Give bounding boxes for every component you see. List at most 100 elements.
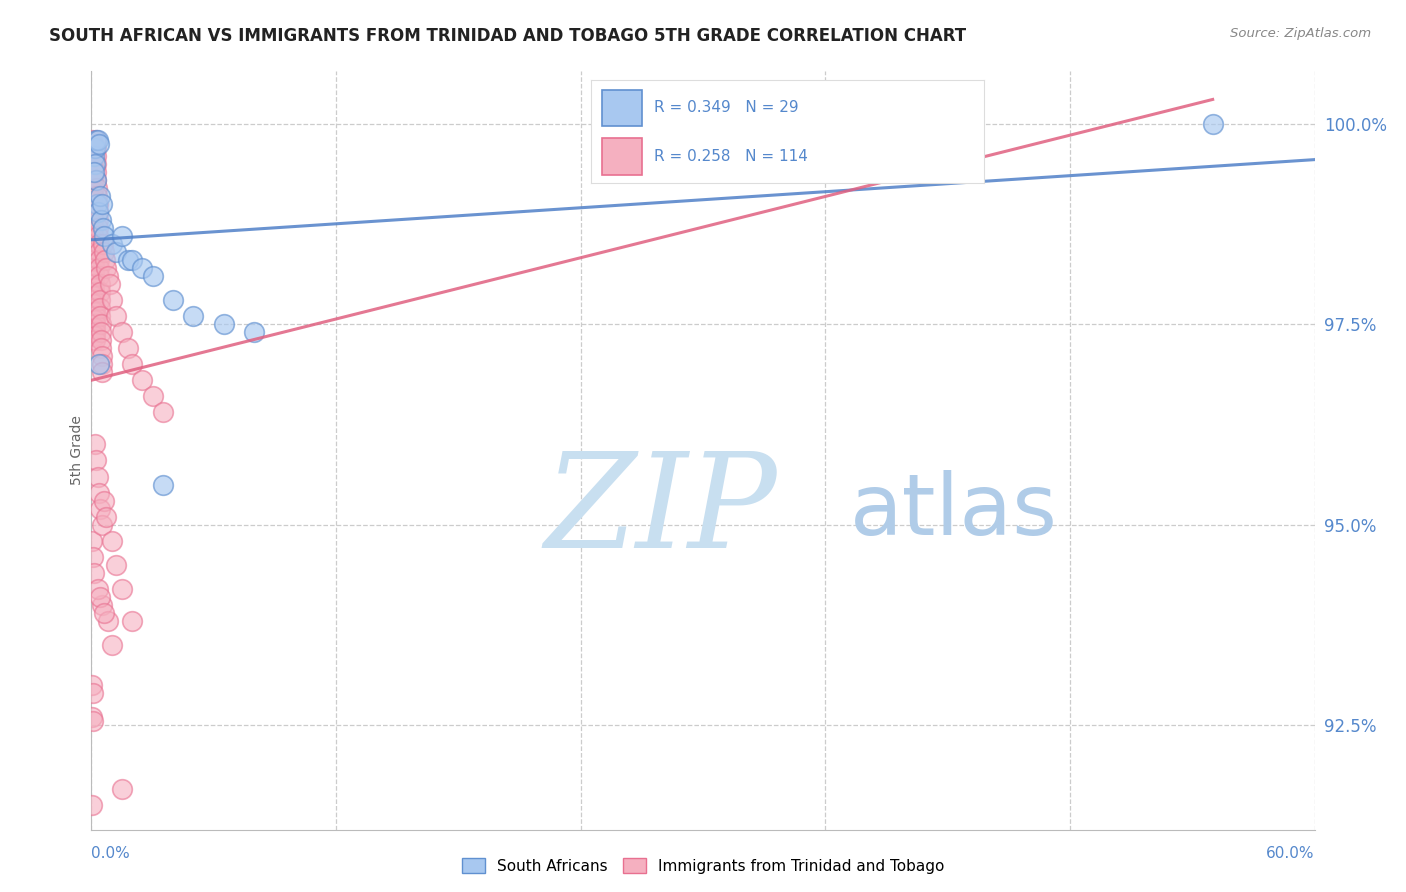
Point — [83, 257, 105, 271]
Point — [98, 277, 121, 291]
Point — [89, 277, 111, 291]
Point — [84, 156, 107, 170]
Point — [82, 212, 104, 227]
Point — [82, 185, 104, 199]
Point — [83, 277, 105, 291]
Point — [83, 289, 105, 303]
Point — [89, 301, 111, 315]
Point — [111, 228, 134, 243]
Point — [82, 225, 104, 239]
Point — [82, 686, 104, 700]
Point — [243, 325, 266, 339]
Point — [87, 220, 110, 235]
Point — [121, 357, 143, 371]
Point — [90, 598, 112, 612]
Point — [86, 132, 108, 146]
Point — [94, 509, 117, 524]
Point — [94, 260, 117, 275]
Point — [89, 293, 111, 307]
Point — [86, 180, 108, 194]
Text: 60.0%: 60.0% — [1267, 846, 1315, 861]
Point — [90, 325, 112, 339]
Point — [93, 244, 115, 259]
Point — [89, 285, 111, 299]
Point — [82, 220, 104, 235]
Point — [82, 177, 104, 191]
Point — [152, 405, 174, 419]
Legend: South Africans, Immigrants from Trinidad and Tobago: South Africans, Immigrants from Trinidad… — [456, 852, 950, 880]
Y-axis label: 5th Grade: 5th Grade — [70, 416, 84, 485]
Point — [90, 317, 112, 331]
Point — [84, 437, 107, 451]
Point — [82, 136, 104, 151]
Point — [86, 453, 108, 467]
Point — [89, 268, 111, 283]
Point — [131, 260, 153, 275]
Point — [89, 501, 111, 516]
Point — [86, 582, 108, 596]
Point — [83, 309, 105, 323]
Point — [84, 140, 107, 154]
Point — [86, 196, 108, 211]
Point — [82, 714, 104, 729]
Point — [82, 533, 104, 548]
Point — [83, 265, 105, 279]
Point — [84, 329, 107, 343]
Point — [87, 244, 110, 259]
Point — [82, 148, 104, 162]
Point — [90, 341, 112, 355]
Point — [97, 268, 120, 283]
Point — [121, 614, 143, 628]
Point — [101, 533, 124, 548]
Point — [86, 132, 108, 146]
Point — [84, 333, 107, 347]
Point — [83, 164, 105, 178]
Point — [84, 156, 107, 170]
Point — [104, 558, 127, 572]
Point — [101, 293, 124, 307]
Point — [83, 313, 105, 327]
Point — [83, 301, 105, 315]
Point — [89, 188, 111, 202]
Point — [86, 196, 108, 211]
Point — [86, 172, 108, 186]
Point — [162, 293, 184, 307]
Point — [111, 782, 134, 797]
Point — [121, 252, 143, 267]
Point — [84, 140, 107, 154]
Point — [90, 517, 112, 532]
Point — [87, 485, 110, 500]
Text: R = 0.349   N = 29: R = 0.349 N = 29 — [654, 101, 799, 115]
Point — [82, 228, 104, 243]
Point — [82, 201, 104, 215]
Point — [93, 252, 115, 267]
Point — [97, 614, 120, 628]
Point — [82, 196, 104, 211]
Point — [90, 365, 112, 379]
Point — [104, 244, 127, 259]
Point — [82, 549, 104, 564]
Point — [82, 145, 104, 159]
Point — [111, 325, 134, 339]
Point — [83, 244, 105, 259]
Text: 0.0%: 0.0% — [91, 846, 131, 861]
Point — [152, 477, 174, 491]
Text: Source: ZipAtlas.com: Source: ZipAtlas.com — [1230, 27, 1371, 40]
Point — [82, 798, 104, 813]
Point — [86, 469, 108, 483]
Point — [90, 212, 112, 227]
Point — [84, 172, 107, 186]
Point — [101, 236, 124, 251]
Point — [84, 132, 107, 146]
Point — [101, 638, 124, 652]
Point — [82, 140, 104, 154]
Point — [89, 590, 111, 604]
Point — [82, 217, 104, 231]
Point — [87, 236, 110, 251]
Point — [83, 252, 105, 267]
Text: SOUTH AFRICAN VS IMMIGRANTS FROM TRINIDAD AND TOBAGO 5TH GRADE CORRELATION CHART: SOUTH AFRICAN VS IMMIGRANTS FROM TRINIDA… — [49, 27, 966, 45]
Point — [82, 193, 104, 207]
Point — [141, 268, 163, 283]
Point — [117, 252, 139, 267]
Point — [111, 582, 134, 596]
